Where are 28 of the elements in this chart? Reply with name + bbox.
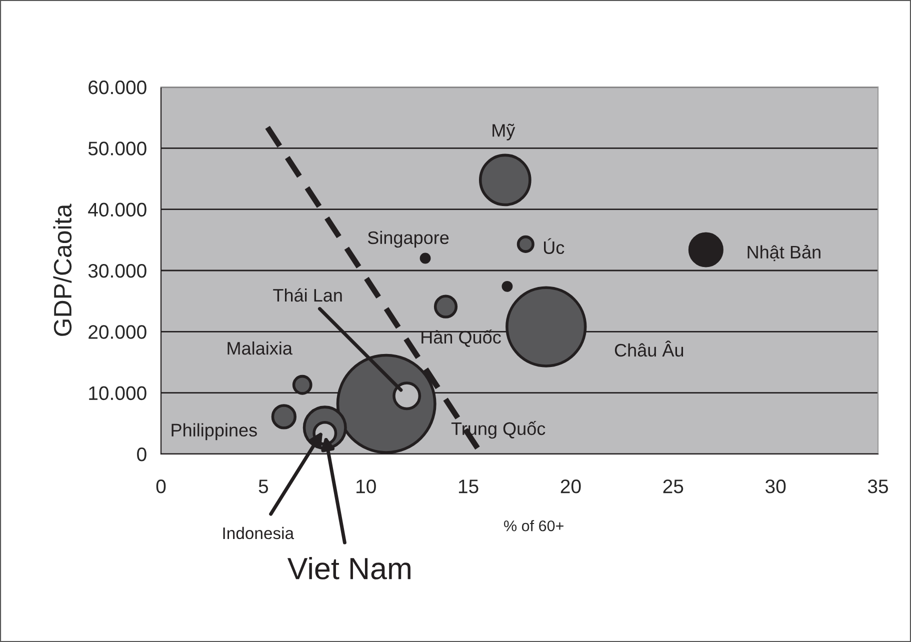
- x-tick-label: 5: [258, 480, 268, 494]
- y-tick-label: 0: [137, 447, 146, 462]
- y-tick-label: 10.000: [89, 386, 146, 400]
- annotation: Singapore: [368, 230, 449, 248]
- text: Indonesia: [223, 526, 294, 540]
- y-tick-label: 20.000: [88, 325, 146, 339]
- x-tick-label: 25: [663, 480, 684, 494]
- x-axis-title: % of 60+: [504, 520, 564, 532]
- x-tick-label: 20: [560, 480, 581, 494]
- y-tick-label: 40.000: [88, 202, 146, 217]
- annotation: Úc: [544, 238, 564, 254]
- annotation: Viet Nam: [287, 556, 410, 580]
- x-tick-label: 30: [766, 480, 786, 494]
- y-tick-label: 60.000: [88, 80, 146, 94]
- x-tick-label: 35: [868, 480, 888, 494]
- annotation: Nhật Bản: [748, 244, 820, 262]
- annotation: Châu Âu: [614, 340, 684, 357]
- annotation: Trung Quốc: [451, 421, 546, 439]
- annotation: Mỹ: [492, 124, 516, 140]
- annotation: Malaixia: [228, 341, 292, 355]
- annotation: Thái Lan: [273, 288, 342, 302]
- y-tick-label: 50.000: [88, 142, 146, 156]
- x-tick-label: 10: [356, 480, 376, 494]
- annotation: Philippines: [172, 423, 257, 440]
- y-tick-label: 30.000: [88, 264, 146, 278]
- y-axis-title: GDP/Caoita: [53, 204, 72, 336]
- x-tick-label: 0: [156, 480, 166, 494]
- x-tick-label: 15: [458, 480, 478, 494]
